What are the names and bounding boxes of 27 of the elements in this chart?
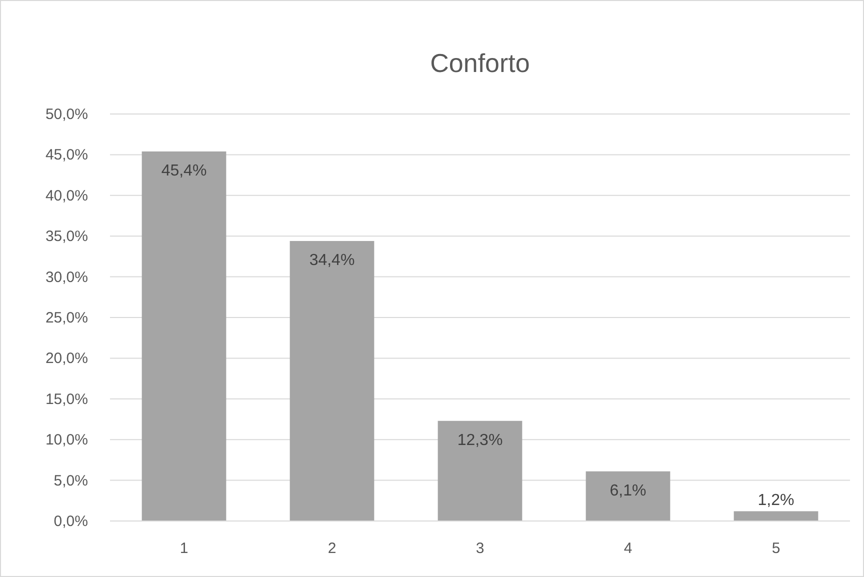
data-label: 45,4% — [161, 162, 207, 180]
x-tick-label: 1 — [180, 540, 188, 557]
x-tick-label: 5 — [772, 540, 780, 557]
y-tick-label: 45,0% — [45, 146, 88, 164]
bar — [142, 151, 226, 521]
y-tick-label: 20,0% — [45, 350, 88, 368]
bar — [586, 471, 670, 521]
y-tick-label: 40,0% — [45, 187, 88, 204]
x-tick-label: 4 — [624, 540, 632, 557]
data-label: 34,4% — [309, 252, 355, 269]
y-tick-label: 50,0% — [45, 106, 88, 123]
data-label: 1,2% — [758, 492, 794, 510]
x-tick-label: 2 — [328, 540, 336, 557]
x-tick-label: 3 — [476, 540, 484, 557]
y-tick-label: 0,0% — [54, 513, 88, 530]
y-tick-label: 30,0% — [45, 268, 88, 286]
chart-title: Conforto — [430, 48, 530, 78]
y-tick-label: 5,0% — [54, 472, 88, 490]
data-label: 12,3% — [457, 432, 503, 449]
y-tick-label: 15,0% — [45, 390, 88, 408]
bar — [438, 420, 522, 521]
bar — [290, 240, 374, 521]
y-tick-label: 35,0% — [45, 228, 88, 246]
y-tick-label: 25,0% — [45, 310, 88, 326]
bar — [734, 511, 818, 521]
y-tick-label: 10,0% — [45, 432, 88, 449]
data-label: 6,1% — [610, 482, 646, 500]
